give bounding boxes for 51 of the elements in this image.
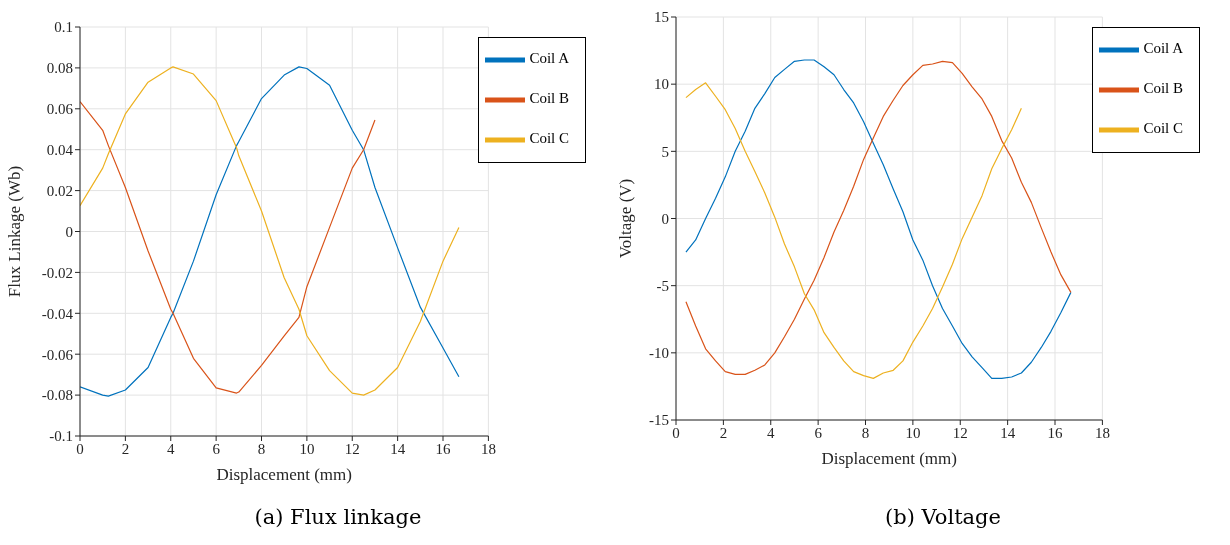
- x-tick-label: 18: [1094, 424, 1110, 441]
- x-tick-label: 18: [480, 440, 496, 457]
- x-tick-label: 0: [672, 424, 680, 441]
- legend-label: Coil C: [1143, 120, 1183, 137]
- x-tick-label: 10: [905, 424, 921, 441]
- x-tick-label: 12: [344, 440, 360, 457]
- y-tick-label: -0.02: [41, 264, 73, 281]
- y-tick-label: -10: [649, 345, 669, 362]
- y-tick-label: 0.06: [46, 101, 74, 118]
- x-axis-title: Displacement (mm): [821, 449, 957, 468]
- legend-label: Coil A: [1143, 40, 1183, 57]
- line-series: [80, 101, 376, 394]
- x-tick-label: 10: [299, 440, 315, 457]
- x-tick-label: 2: [719, 424, 728, 441]
- y-tick-label: 5: [661, 143, 669, 160]
- legend-label: Coil A: [529, 50, 569, 67]
- y-tick-label: -0.06: [41, 346, 74, 363]
- y-axis-title: Voltage (V): [616, 178, 636, 259]
- y-tick-label: -15: [649, 412, 669, 429]
- legend-label: Coil B: [1143, 80, 1183, 97]
- x-tick-label: 14: [1000, 424, 1016, 441]
- x-tick-label: 4: [767, 424, 775, 441]
- legend-label: Coil B: [529, 90, 569, 107]
- y-tick-label: 0.08: [46, 60, 73, 77]
- text: (b) Voltage: [884, 505, 1002, 529]
- x-tick-label: 8: [257, 440, 266, 457]
- y-tick-label: -5: [656, 277, 669, 294]
- y-tick-label: -0.04: [41, 305, 74, 322]
- text: (a) Flux linkage: [253, 505, 423, 529]
- x-tick-label: 8: [861, 424, 870, 441]
- x-tick-label: 6: [212, 440, 221, 457]
- y-tick-label: 0: [65, 223, 73, 240]
- y-tick-label: 0.1: [54, 19, 73, 36]
- y-axis-title: Flux Linkage (Wb): [5, 165, 25, 298]
- x-tick-label: 2: [121, 440, 130, 457]
- line-series: [685, 82, 1022, 379]
- y-tick-label: -0.08: [41, 387, 73, 404]
- y-tick-label: 0.04: [46, 142, 74, 159]
- x-tick-label: 6: [814, 424, 823, 441]
- x-axis-title: Displacement (mm): [216, 465, 352, 484]
- x-tick-label: 14: [390, 440, 406, 457]
- x-tick-label: 12: [952, 424, 968, 441]
- y-tick-label: -0.1: [49, 428, 73, 445]
- y-tick-label: 0.02: [46, 182, 73, 199]
- x-tick-label: 16: [1047, 424, 1064, 441]
- y-tick-label: 0: [661, 210, 669, 227]
- legend-label: Coil C: [529, 130, 569, 147]
- x-tick-label: 4: [167, 440, 175, 457]
- y-tick-label: 10: [654, 76, 669, 93]
- y-tick-label: 15: [654, 9, 669, 26]
- x-tick-label: 16: [435, 440, 452, 457]
